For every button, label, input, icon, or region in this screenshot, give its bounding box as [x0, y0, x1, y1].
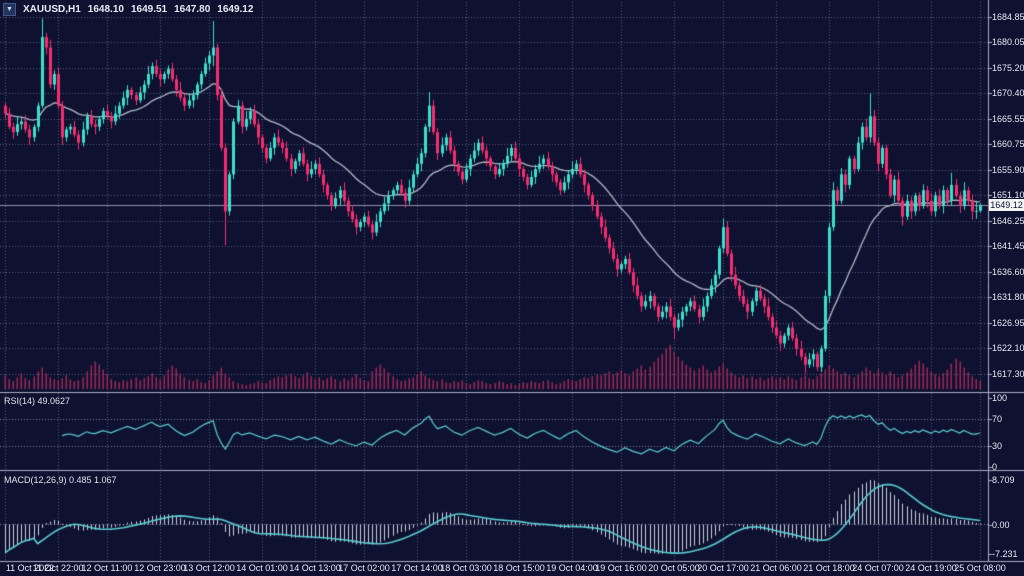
- time-axis-label: 18 Oct 03:00: [440, 563, 492, 573]
- time-axis-label: 20 Oct 17:00: [697, 563, 749, 573]
- time-axis-label: 11 Oct 22:00: [32, 563, 84, 573]
- rsi-axis-label: 30: [992, 441, 1003, 452]
- price-axis-label: 1651.10: [992, 189, 1024, 200]
- price-axis-label: 1641.45: [992, 240, 1024, 251]
- rsi-axis-label: 0: [992, 462, 998, 472]
- ohlc-low-value: 1647.80: [174, 4, 211, 15]
- price-axis-label: 1617.30: [992, 368, 1024, 379]
- time-axis-label: 11 Oct 2022: [5, 563, 55, 573]
- time-axis-label: 14 Oct 13:00: [289, 563, 341, 573]
- time-axis-label: 14 Oct 01:00: [236, 563, 288, 573]
- time-axis-label: 19 Oct 04:00: [546, 563, 598, 573]
- rsi-axis-label: 70: [992, 413, 1003, 424]
- symbol-ohlc-label: ▼ XAUUSD,H1 1648.10 1649.51 1647.80 1649…: [3, 3, 253, 16]
- price-axis-label: 1680.05: [992, 37, 1024, 47]
- time-axis-label: 12 Oct 11:00: [81, 563, 133, 573]
- price-axis-label: 1684.85: [992, 11, 1024, 22]
- time-axis-label: 21 Oct 06:00: [750, 563, 802, 573]
- time-axis-label: 19 Oct 16:00: [595, 563, 647, 573]
- time-axis-label: 20 Oct 05:00: [648, 563, 700, 573]
- price-axis-label: 1660.75: [992, 138, 1024, 149]
- one-click-trading-triangle-down-icon[interactable]: ▼: [3, 3, 16, 16]
- macd-axis-label: 0.00: [992, 519, 1010, 530]
- price-axis-label: 1670.40: [992, 87, 1024, 98]
- price-axis-label: 1665.55: [992, 113, 1024, 124]
- price-axis-label: 1622.10: [992, 343, 1024, 354]
- time-axis-label: 24 Oct 07:00: [852, 563, 904, 573]
- rsi-axis-label: 100: [992, 393, 1008, 403]
- ohlc-close-value: 1649.12: [217, 4, 254, 15]
- time-axis-label: 25 Oct 08:00: [954, 563, 1006, 573]
- ohlc-open-value: 1648.10: [87, 4, 124, 15]
- price-axis-label: 1646.25: [992, 215, 1024, 226]
- time-axis-label: 12 Oct 23:00: [134, 563, 186, 573]
- time-axis-label: 17 Oct 14:00: [391, 563, 443, 573]
- price-axis-label: 1626.95: [992, 317, 1024, 328]
- symbol-period-label: XAUUSD,H1: [23, 4, 81, 15]
- time-axis-label: 17 Oct 02:00: [338, 563, 390, 573]
- current-price-tag: 1649.12: [989, 199, 1024, 212]
- macd-axis-label: -7.231: [992, 549, 1018, 559]
- macd-axis-label: 8.709: [992, 475, 1015, 485]
- time-axis-label: 13 Oct 12:00: [183, 563, 235, 573]
- price-axis-label: 1631.80: [992, 291, 1024, 302]
- ohlc-high-value: 1649.51: [130, 4, 168, 15]
- time-axis-label: 24 Oct 19:00: [905, 563, 957, 573]
- price-axis-label: 1675.20: [992, 62, 1024, 73]
- rsi-indicator-label: RSI(14) 49.0627: [4, 396, 71, 406]
- time-axis-label: 21 Oct 18:00: [803, 563, 855, 573]
- price-axis-label: 1655.90: [992, 164, 1024, 175]
- macd-indicator-label: MACD(12,26,9) 0.485 1.067: [4, 475, 117, 485]
- time-axis-label: 18 Oct 15:00: [493, 563, 545, 573]
- price-axis-label: 1636.60: [992, 266, 1024, 277]
